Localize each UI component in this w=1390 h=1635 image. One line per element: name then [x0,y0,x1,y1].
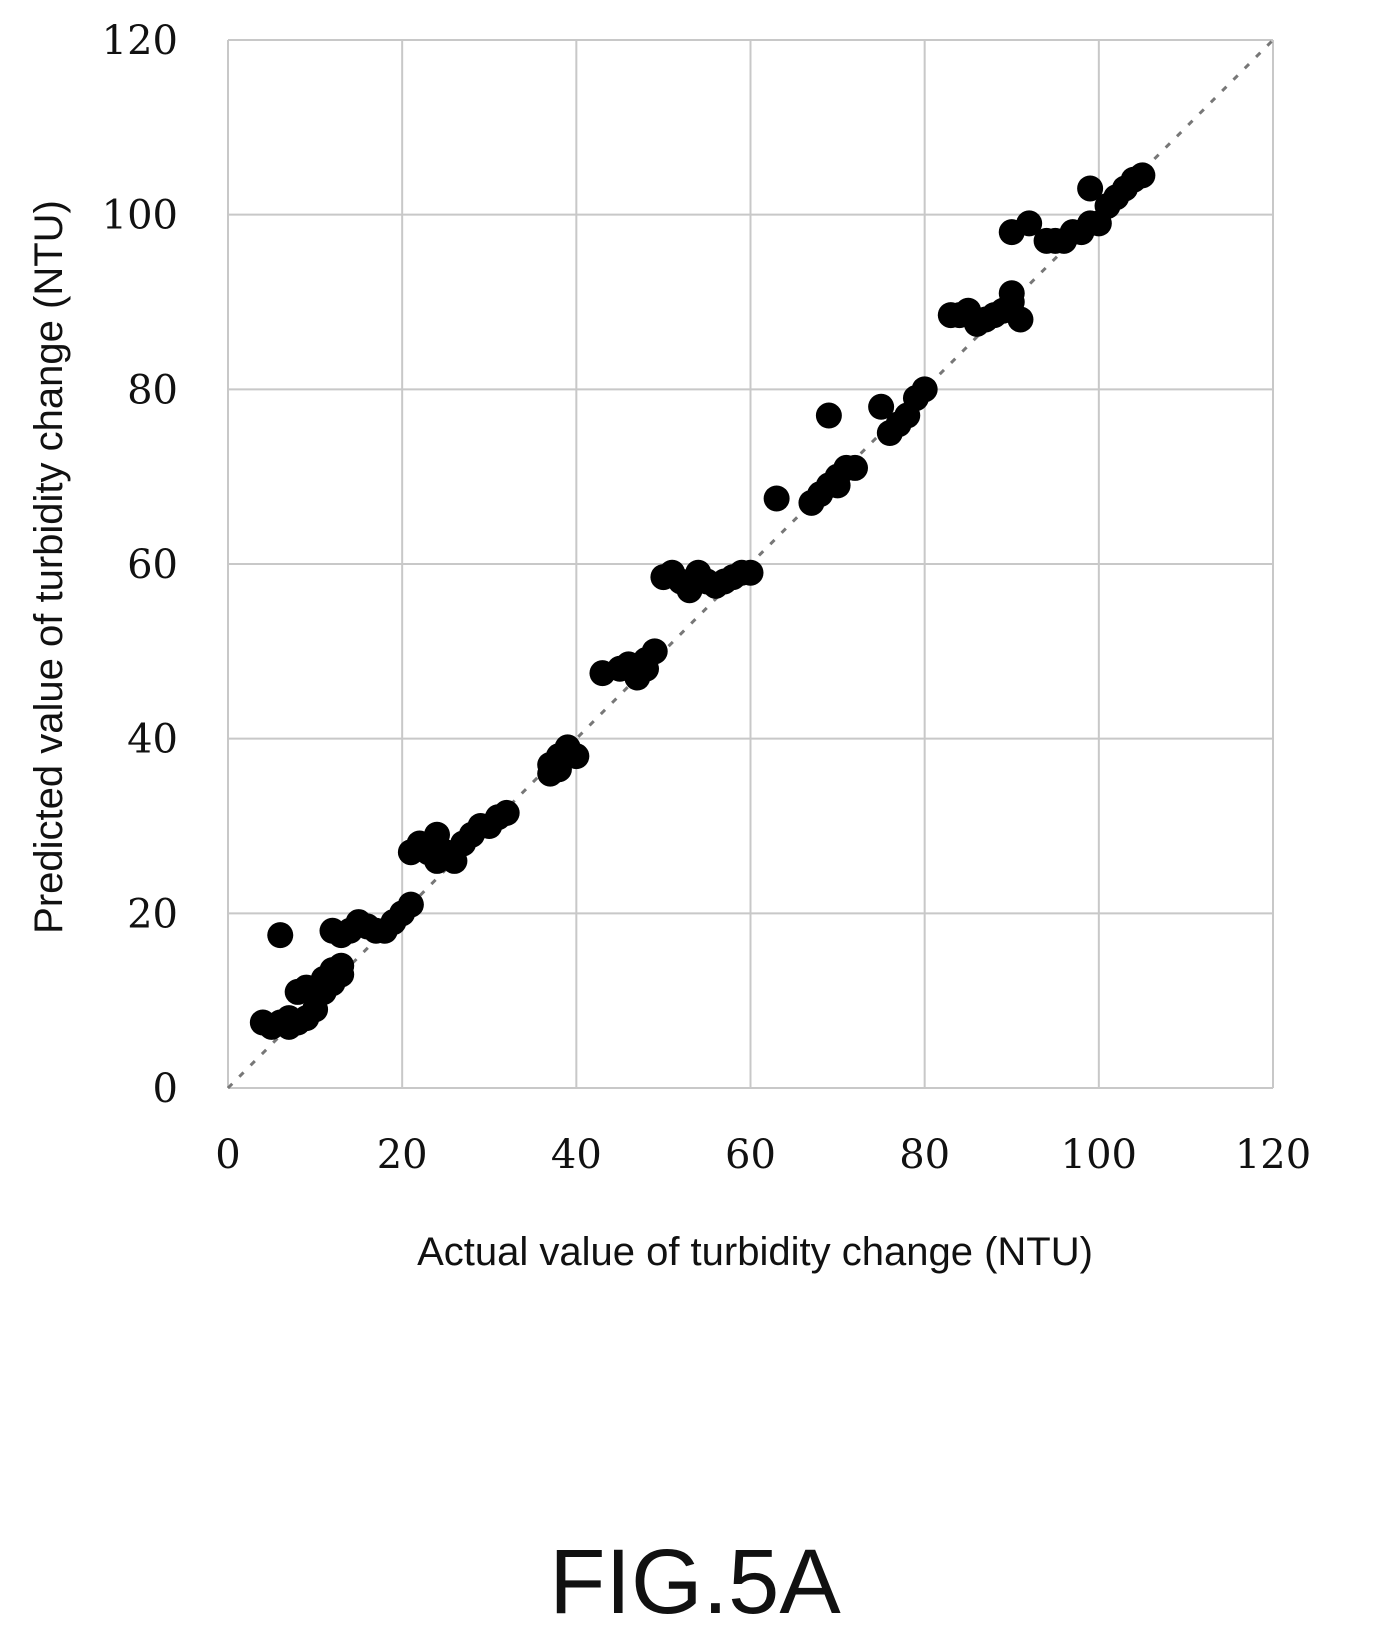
figure-label: FIG.5A [549,1531,841,1633]
y-tick-label: 0 [153,1066,178,1112]
x-tick-label: 20 [377,1132,428,1178]
y-tick-label: 20 [127,891,178,937]
data-point [1007,306,1034,333]
data-point [737,559,764,586]
data-point [328,952,355,979]
x-tick-label: 120 [1235,1132,1311,1178]
data-point [641,638,668,665]
y-axis-title: Predicted value of turbidity change (NTU… [27,200,71,934]
data-point [267,922,294,949]
y-tick-label: 80 [127,367,178,413]
x-tick-label: 80 [899,1132,950,1178]
data-point [563,743,590,770]
data-point [1129,162,1156,189]
data-point [1016,210,1043,237]
y-tick-label: 40 [127,717,178,763]
data-point [842,454,868,481]
data-point [493,799,520,826]
data-point [1077,175,1104,202]
y-tick-label: 100 [102,193,178,239]
y-tick-labels: 0 20 40 60 80 100 120 [102,18,178,1112]
x-tick-label: 0 [215,1132,240,1178]
y-tick-label: 60 [127,542,178,588]
x-tick-label: 40 [551,1132,602,1178]
x-tick-label: 100 [1061,1132,1137,1178]
x-tick-labels: 0 20 40 60 80 100 120 [215,1132,1311,1178]
data-point [397,891,424,918]
data-point [911,376,938,403]
data-points [249,162,1156,1040]
x-tick-label: 60 [725,1132,776,1178]
data-point [763,485,790,512]
data-point [998,280,1025,307]
y-tick-label: 120 [102,18,178,64]
data-point [868,393,895,420]
x-axis-title: Actual value of turbidity change (NTU) [417,1230,1093,1274]
data-point [815,402,842,429]
